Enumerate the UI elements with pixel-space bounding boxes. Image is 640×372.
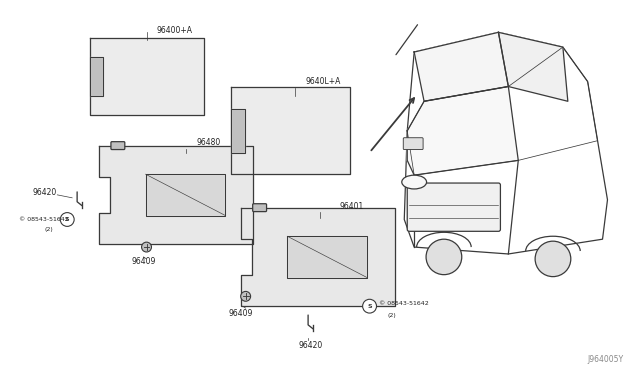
- FancyBboxPatch shape: [111, 142, 125, 150]
- FancyBboxPatch shape: [403, 138, 423, 150]
- Text: 96400+A: 96400+A: [156, 26, 193, 35]
- Text: S: S: [65, 217, 70, 222]
- Polygon shape: [231, 109, 245, 153]
- Polygon shape: [287, 236, 367, 278]
- Polygon shape: [99, 145, 253, 244]
- Text: 96480: 96480: [196, 138, 220, 147]
- Text: 9640L+A: 9640L+A: [305, 77, 340, 86]
- Text: © 08543-51642: © 08543-51642: [19, 217, 68, 222]
- Text: 96420: 96420: [298, 341, 323, 350]
- Text: 96409: 96409: [132, 257, 156, 266]
- Polygon shape: [241, 208, 395, 306]
- Text: S: S: [367, 304, 372, 309]
- Polygon shape: [499, 32, 568, 101]
- Polygon shape: [404, 32, 607, 254]
- Circle shape: [60, 212, 74, 227]
- Ellipse shape: [402, 175, 427, 189]
- Text: J964005Y: J964005Y: [588, 355, 624, 364]
- Polygon shape: [231, 87, 349, 174]
- Text: © 08543-51642: © 08543-51642: [380, 301, 429, 306]
- Text: (2): (2): [387, 312, 396, 318]
- Text: 96420: 96420: [33, 188, 57, 198]
- Polygon shape: [90, 57, 103, 96]
- FancyBboxPatch shape: [407, 183, 500, 231]
- Polygon shape: [90, 38, 204, 115]
- Polygon shape: [414, 32, 508, 101]
- Polygon shape: [145, 174, 225, 215]
- Circle shape: [363, 299, 376, 313]
- Polygon shape: [407, 87, 518, 175]
- Circle shape: [426, 239, 461, 275]
- Circle shape: [241, 291, 251, 301]
- Text: 96401: 96401: [340, 202, 364, 211]
- Text: (2): (2): [44, 227, 53, 232]
- Circle shape: [535, 241, 571, 277]
- Text: 96409: 96409: [228, 308, 253, 318]
- Circle shape: [141, 242, 152, 252]
- FancyBboxPatch shape: [253, 204, 267, 212]
